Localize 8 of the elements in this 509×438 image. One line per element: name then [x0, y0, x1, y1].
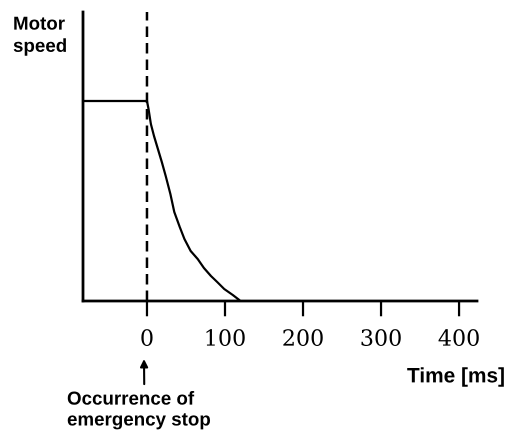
- x-tick-label: 300: [362, 329, 401, 346]
- x-tick-label: 0: [141, 329, 153, 346]
- y-axis-title: Motor speed: [14, 16, 66, 56]
- text: Occurrence of emergency stop: [68, 391, 210, 430]
- x-axis-title: Time [ms]: [407, 367, 504, 387]
- x-tick-label: 100: [206, 329, 245, 346]
- x-tick-label: 400: [438, 329, 479, 346]
- x-tick-label: 200: [283, 329, 323, 346]
